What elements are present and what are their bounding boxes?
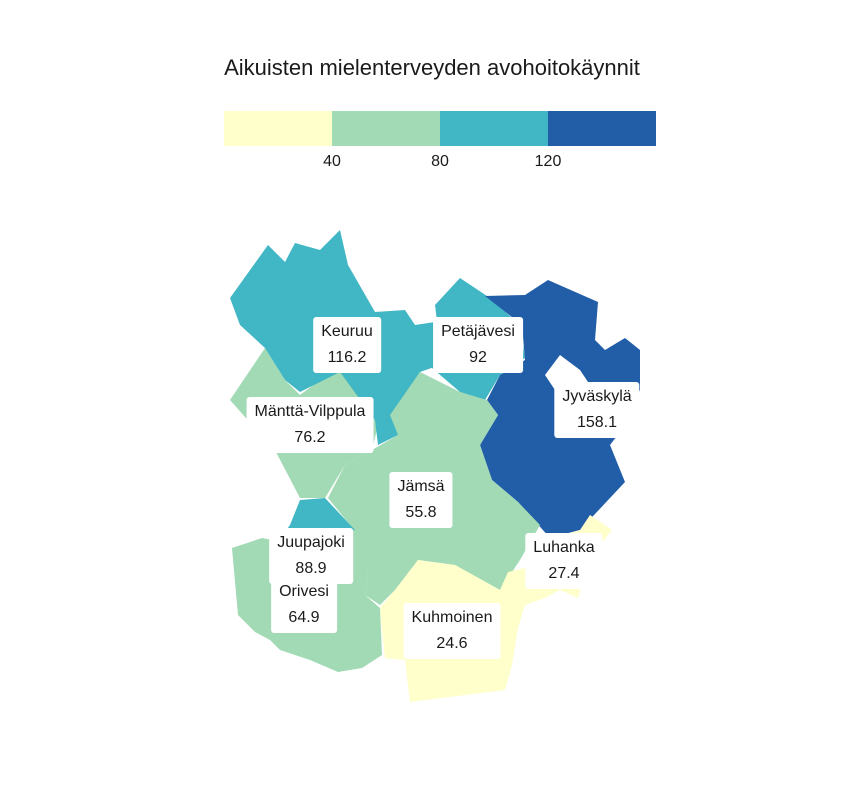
region-name: Orivesi	[279, 583, 329, 600]
region-label-kuhmoinen: Kuhmoinen 24.6	[403, 603, 501, 659]
region-label-juupajoki: Juupajoki 88.9	[269, 528, 353, 584]
region-value: 158.1	[576, 414, 618, 431]
legend-swatch-3	[548, 111, 656, 146]
region-name: Kuhmoinen	[411, 609, 493, 626]
color-legend	[224, 111, 656, 146]
legend-swatch-2	[440, 111, 548, 146]
region-value: 55.8	[405, 504, 437, 521]
region-name: Luhanka	[533, 539, 595, 556]
region-label-jamsa: Jämsä 55.8	[389, 472, 453, 528]
legend-tick-label: 40	[323, 153, 341, 170]
region-value: 24.6	[436, 635, 468, 652]
legend-swatch-0	[224, 111, 332, 146]
region-name: Jämsä	[397, 478, 445, 495]
region-label-keuruu: Keuruu 116.2	[313, 317, 381, 373]
region-label-luhanka: Luhanka 27.4	[525, 533, 603, 589]
region-name: Juupajoki	[277, 534, 345, 551]
region-value: 76.2	[294, 429, 326, 446]
legend-swatch-1	[332, 111, 440, 146]
region-value: 64.9	[288, 609, 320, 626]
region-value: 92	[469, 349, 487, 366]
region-name: Jyväskylä	[562, 388, 632, 405]
legend-tick-label: 80	[431, 153, 449, 170]
legend-tick-label: 120	[534, 153, 562, 170]
region-value: 27.4	[548, 565, 580, 582]
region-name: Mänttä-Vilppula	[254, 403, 366, 420]
region-name: Petäjävesi	[441, 323, 515, 340]
region-value: 88.9	[295, 560, 327, 577]
region-label-orivesi: Orivesi 64.9	[271, 577, 337, 633]
map-title: Aikuisten mielenterveyden avohoitokäynni…	[224, 55, 640, 80]
region-name: Keuruu	[321, 323, 373, 340]
region-label-mantta-vilppula: Mänttä-Vilppula 76.2	[246, 397, 374, 453]
region-label-jyvaskyla: Jyväskylä 158.1	[554, 382, 640, 438]
region-value: 116.2	[327, 349, 367, 366]
region-label-petajavesi: Petäjävesi 92	[433, 317, 523, 373]
